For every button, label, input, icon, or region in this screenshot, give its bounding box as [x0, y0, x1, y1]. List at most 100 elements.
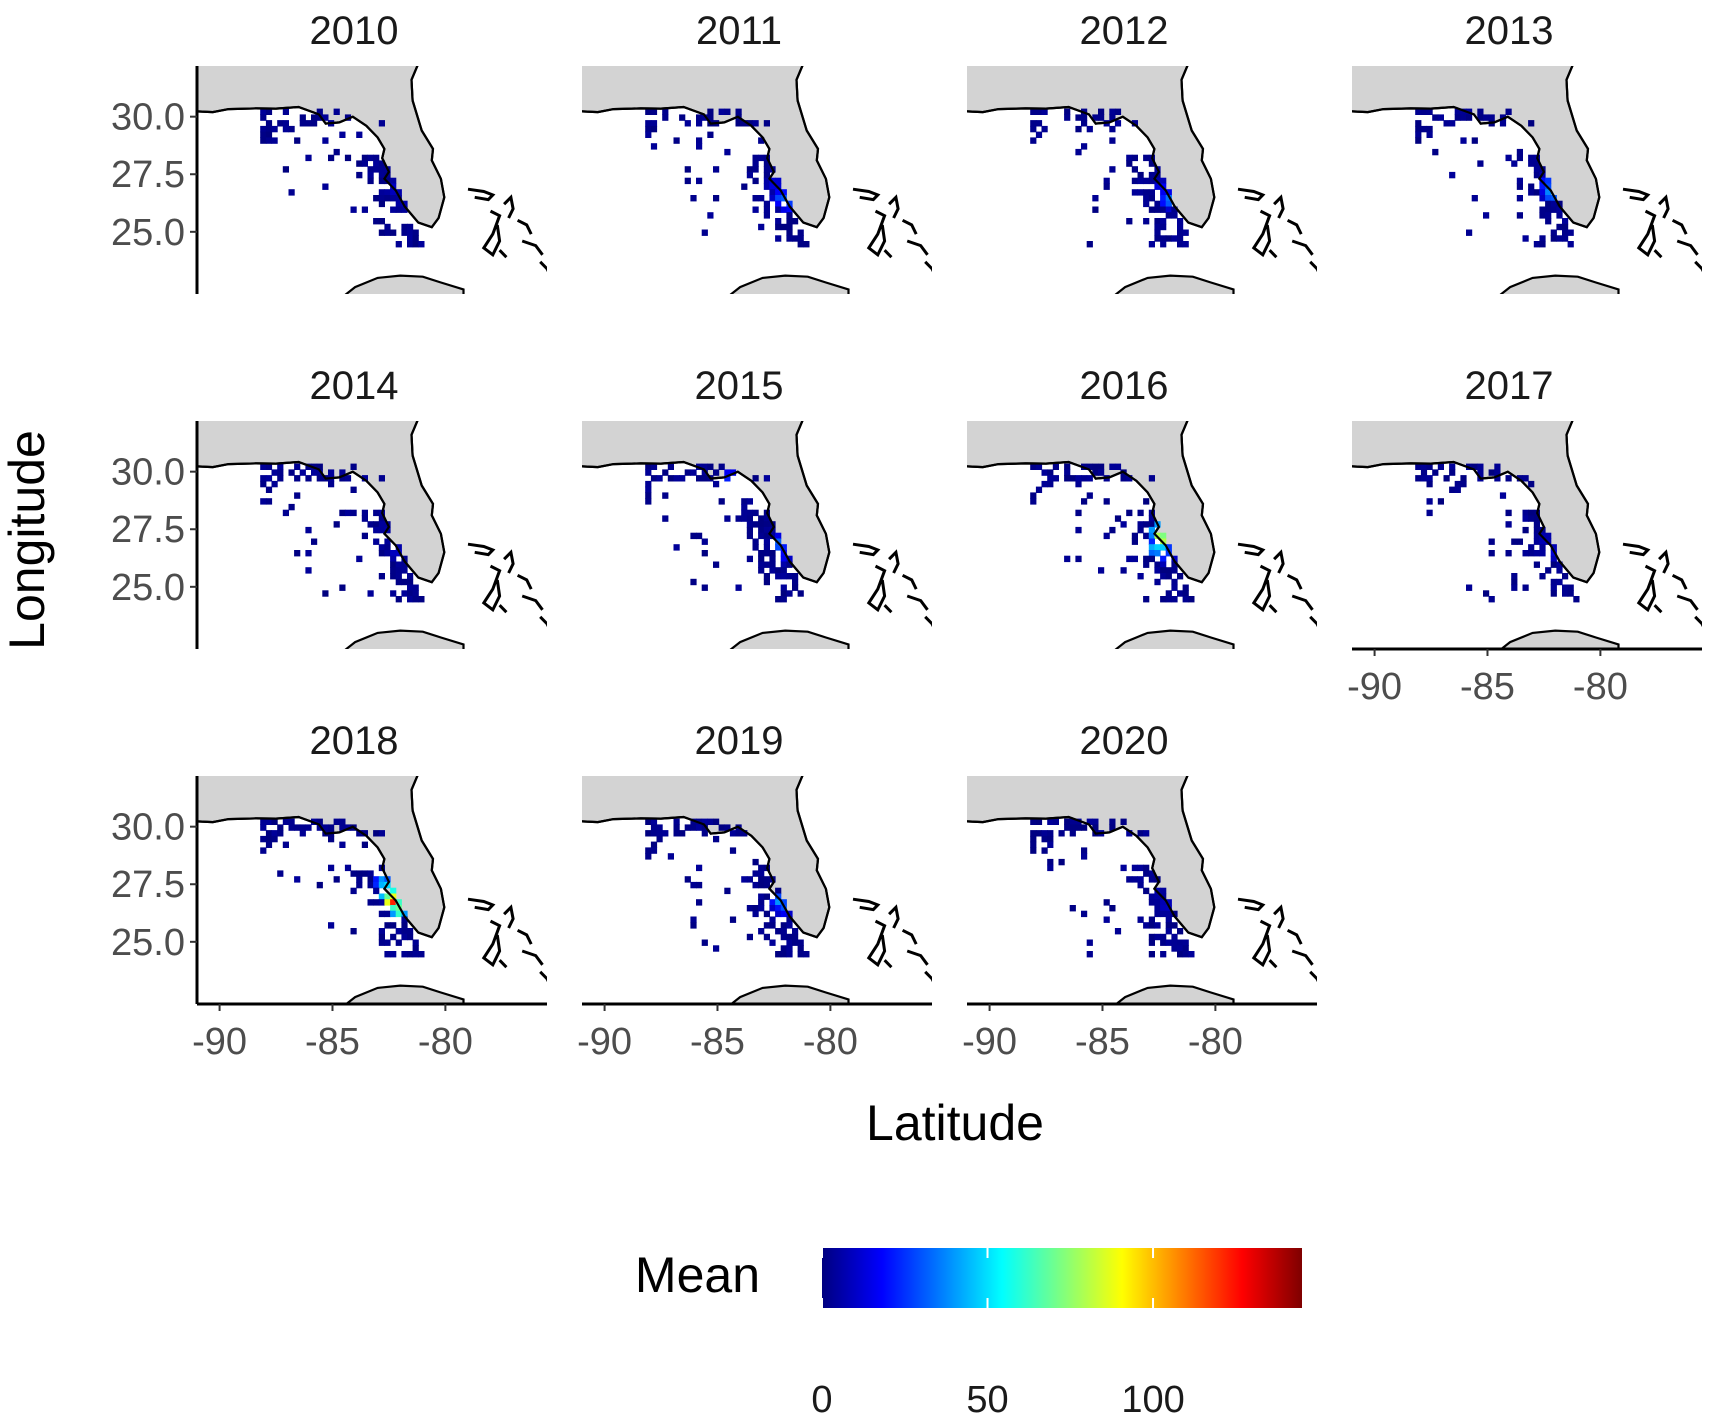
heat-cell — [367, 171, 374, 179]
y-tick-label: 27.5 — [111, 864, 185, 906]
heat-cell — [1477, 108, 1484, 115]
heat-cell — [288, 125, 295, 133]
heat-cell — [673, 475, 680, 482]
heat-cell — [780, 922, 787, 929]
heat-cell — [339, 818, 346, 825]
heat-cell — [645, 469, 652, 476]
heat-cell — [786, 223, 793, 231]
heat-cell — [1154, 235, 1161, 242]
heat-cell — [1505, 475, 1512, 482]
heat-cell — [1148, 544, 1155, 551]
heat-cell — [1533, 171, 1540, 179]
heat-cell — [294, 550, 301, 557]
heat-cell — [775, 596, 782, 603]
heat-cell — [1177, 573, 1184, 580]
legend-colorbar — [822, 1248, 1302, 1308]
heat-cell — [1528, 160, 1535, 167]
heat-cell — [1154, 229, 1161, 236]
heat-cell — [758, 515, 765, 522]
heat-cell — [1075, 509, 1082, 517]
heat-cell — [775, 177, 782, 185]
heat-cell — [1047, 841, 1054, 848]
heat-cell — [679, 830, 686, 837]
heat-cell — [1075, 475, 1082, 482]
heat-cell — [401, 933, 408, 941]
heat-cell — [1109, 125, 1116, 133]
heat-cell — [746, 905, 753, 912]
heat-cell — [1426, 480, 1433, 488]
legend-tick-label: 50 — [966, 1379, 1008, 1419]
heat-cell — [684, 166, 691, 173]
heat-cell — [1069, 824, 1076, 831]
heat-cell — [1415, 120, 1422, 127]
heat-cell — [1539, 206, 1546, 213]
heat-cell — [1528, 480, 1535, 488]
heat-cell — [282, 509, 289, 517]
heat-cell — [277, 824, 284, 831]
heat-cell — [650, 475, 658, 482]
bahamas-island — [924, 260, 932, 273]
heat-cell — [1511, 538, 1518, 545]
heat-cell — [1030, 125, 1037, 133]
heat-cell — [1137, 881, 1144, 889]
heat-cell — [741, 515, 748, 522]
bahamas-island — [883, 959, 893, 969]
heat-cell — [378, 475, 385, 482]
heat-cell — [797, 945, 804, 952]
heat-cell — [333, 818, 340, 825]
heat-cell — [769, 905, 776, 912]
heat-cell — [769, 555, 776, 563]
bahamas-island — [1268, 959, 1278, 969]
heat-cell — [1075, 526, 1082, 534]
heat-cell — [769, 567, 776, 574]
heat-cell — [1126, 475, 1133, 482]
heat-cell — [1545, 189, 1552, 196]
bahamas-island — [1653, 604, 1663, 614]
heat-cell — [1556, 235, 1563, 242]
heat-cell — [1114, 928, 1122, 935]
heat-cell — [1131, 177, 1138, 185]
heat-cell — [786, 939, 793, 946]
heat-cell — [1120, 818, 1127, 825]
heat-cell — [1528, 544, 1535, 551]
heat-cell — [690, 916, 697, 923]
heat-cell — [1148, 939, 1155, 946]
heat-cell — [724, 148, 731, 156]
heat-cell — [758, 223, 765, 231]
heat-cell — [1460, 108, 1467, 115]
heat-cell — [1126, 830, 1133, 837]
y-tick-label: 30.0 — [111, 807, 185, 849]
heat-cell — [746, 509, 753, 517]
cuba-land — [1499, 274, 1620, 294]
heat-cell — [746, 555, 753, 563]
heat-cell — [758, 893, 765, 900]
heat-cell — [1160, 189, 1167, 196]
legend-tick-label: 100 — [1121, 1379, 1184, 1419]
heat-cell — [701, 824, 708, 831]
heat-cell — [1126, 160, 1133, 167]
heat-cell — [1160, 223, 1167, 231]
heat-cell — [1075, 114, 1082, 121]
panel-map — [582, 421, 932, 649]
heat-cell — [344, 509, 352, 517]
heat-cell — [1030, 841, 1037, 848]
heat-cell — [752, 177, 759, 185]
heat-cell — [1131, 120, 1138, 127]
heat-cell — [1154, 567, 1161, 574]
heat-cell — [265, 818, 273, 825]
bahamas-island — [883, 249, 893, 259]
heat-cell — [1182, 229, 1189, 236]
heat-cell — [1516, 177, 1523, 185]
heat-cell — [758, 905, 765, 912]
heat-cell — [373, 881, 380, 889]
bahamas-island — [516, 928, 533, 945]
heat-cell — [701, 469, 708, 476]
heat-cell — [650, 830, 658, 837]
heat-cell — [373, 521, 380, 528]
heat-cell — [1177, 951, 1184, 958]
heat-cell — [780, 584, 787, 591]
heat-cell — [390, 195, 397, 202]
heat-cell — [746, 521, 753, 528]
heat-cell — [1171, 945, 1178, 952]
heat-cell — [752, 538, 759, 545]
